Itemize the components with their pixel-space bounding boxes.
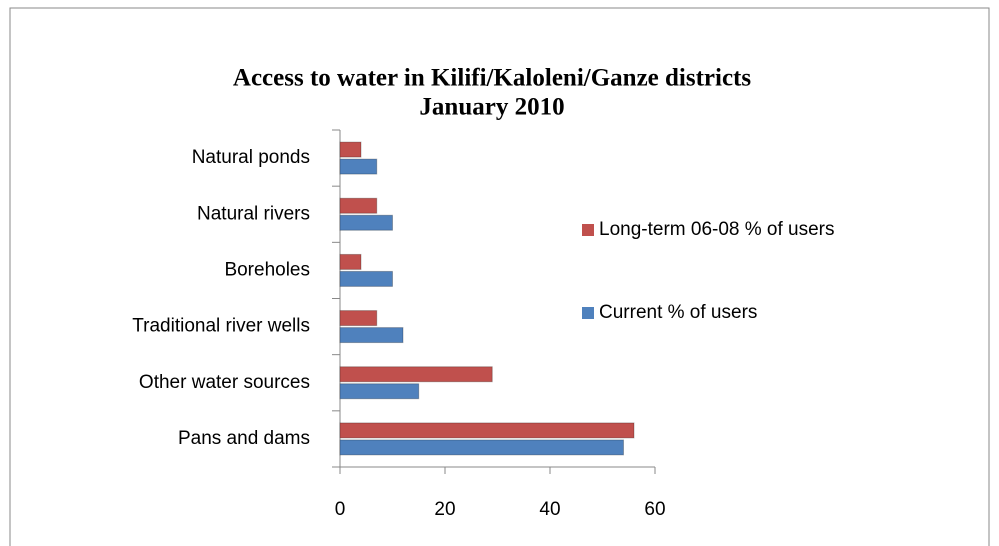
bar [339,141,362,158]
bar [339,327,404,344]
x-tick-label: 0 [335,499,346,520]
x-tick-label: 20 [434,499,455,520]
bar [339,270,393,287]
y-tick-label: Boreholes [224,259,310,280]
bar [339,383,420,400]
x-tick-label: 60 [644,499,665,520]
legend-label: Current % of users [599,302,757,323]
legend-label: Long-term 06-08 % of users [599,219,835,240]
chart-subtitle: January 2010 [419,94,564,121]
y-tick-label: Natural ponds [192,147,310,168]
legend-swatch [582,224,594,236]
bar [339,439,624,456]
bar [339,422,635,439]
bar [339,158,378,175]
y-tick-label: Pans and dams [178,428,310,449]
legend-swatch [582,307,594,319]
x-tick-label: 40 [539,499,560,520]
bar [339,197,378,214]
y-tick-label: Natural rivers [197,203,310,224]
chart-title: Access to water in Kilifi/Kaloleni/Ganze… [233,65,751,92]
chart-border [9,7,990,546]
bar [339,253,362,270]
y-tick-label: Other water sources [139,372,310,393]
y-tick-label: Traditional river wells [132,316,310,337]
bar [339,310,378,327]
bar [339,366,493,383]
bar [339,214,393,231]
